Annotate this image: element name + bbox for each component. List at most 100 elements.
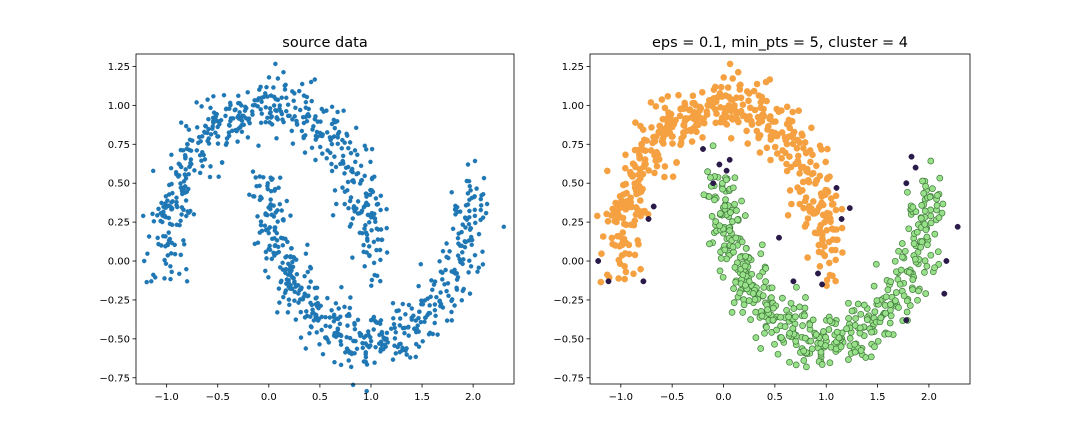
cluster-lower-point [732,264,738,270]
data-point [468,228,472,232]
cluster-upper-point [639,141,645,147]
cluster-upper-point [642,160,648,166]
noise-point [700,146,705,151]
cluster-lower-point [758,346,764,352]
data-point [161,234,165,238]
cluster-lower-point [887,320,893,326]
data-point [256,144,260,148]
data-point [184,198,188,202]
data-point [463,245,467,249]
cluster-upper-point [810,198,816,204]
data-point [320,107,324,111]
cluster-lower-point [732,175,738,181]
data-point [385,250,389,254]
cluster-lower-point [924,234,930,240]
cluster-lower-point [797,304,803,310]
cluster-lower-point [927,194,933,200]
data-point [247,193,251,197]
data-point [260,96,264,100]
data-point [207,136,211,140]
cluster-lower-point [712,197,718,203]
cluster-upper-point [735,69,741,75]
cluster-lower-point [782,324,788,330]
data-point [473,253,477,257]
cluster-upper-point [805,178,811,184]
data-point [433,280,437,284]
data-point [465,179,469,183]
data-point [258,174,262,178]
data-point [304,100,308,104]
data-point [189,149,193,153]
cluster-lower-point [770,317,776,323]
cluster-lower-point [901,293,907,299]
data-point [223,114,227,118]
data-point [183,155,187,159]
cluster-upper-point [806,203,812,209]
cluster-upper-point [734,95,740,101]
cluster-lower-point [701,192,707,198]
cluster-upper-point [746,90,752,96]
data-point [469,235,473,239]
cluster-upper-point [719,115,725,121]
cluster-lower-point [746,298,752,304]
data-point [283,84,287,88]
data-point [346,206,350,210]
data-point [281,70,285,74]
data-point [240,130,244,134]
data-point [343,141,347,145]
data-point [375,227,379,231]
data-point [394,330,398,334]
data-point [243,105,247,109]
data-point [372,315,376,319]
cluster-upper-point [816,249,822,255]
data-point [227,131,231,135]
data-point [236,115,240,119]
data-point [321,352,325,356]
data-point [353,323,357,327]
data-point [468,292,472,296]
data-point [184,167,188,171]
data-point [369,284,373,288]
data-point [295,272,299,276]
data-point [479,197,483,201]
cluster-upper-point [784,168,790,174]
cluster-lower-point [764,324,770,330]
data-point [195,148,199,152]
cluster-upper-point [655,152,661,158]
cluster-lower-point [788,300,794,306]
cluster-upper-point [632,252,638,258]
cluster-lower-point [722,247,728,253]
data-point [224,107,228,111]
data-point [275,109,279,113]
data-point [365,362,369,366]
cluster-lower-point [858,348,864,354]
data-point [343,202,347,206]
data-point [265,116,269,120]
data-point [294,318,298,322]
cluster-upper-point [754,81,760,87]
cluster-upper-point [628,222,634,228]
cluster-upper-point [774,151,780,157]
cluster-upper-point [796,108,802,114]
cluster-lower-point [898,267,904,273]
cluster-upper-point [660,116,666,122]
cluster-lower-point [753,335,759,341]
cluster-lower-point [934,192,940,198]
cluster-upper-point [824,227,830,233]
cluster-upper-point [830,237,836,243]
cluster-upper-point [721,74,727,80]
cluster-upper-point [749,122,755,128]
cluster-lower-point [896,305,902,311]
data-point [438,259,442,263]
cluster-upper-point [803,150,809,156]
data-point [286,273,290,277]
cluster-lower-point [885,287,891,293]
cluster-upper-point [669,134,675,140]
data-point [277,287,281,291]
data-point [142,259,146,263]
data-point [210,127,214,131]
cluster-upper-point [730,116,736,122]
cluster-upper-point [704,109,710,115]
cluster-upper-point [839,225,845,231]
cluster-upper-point [747,105,753,111]
